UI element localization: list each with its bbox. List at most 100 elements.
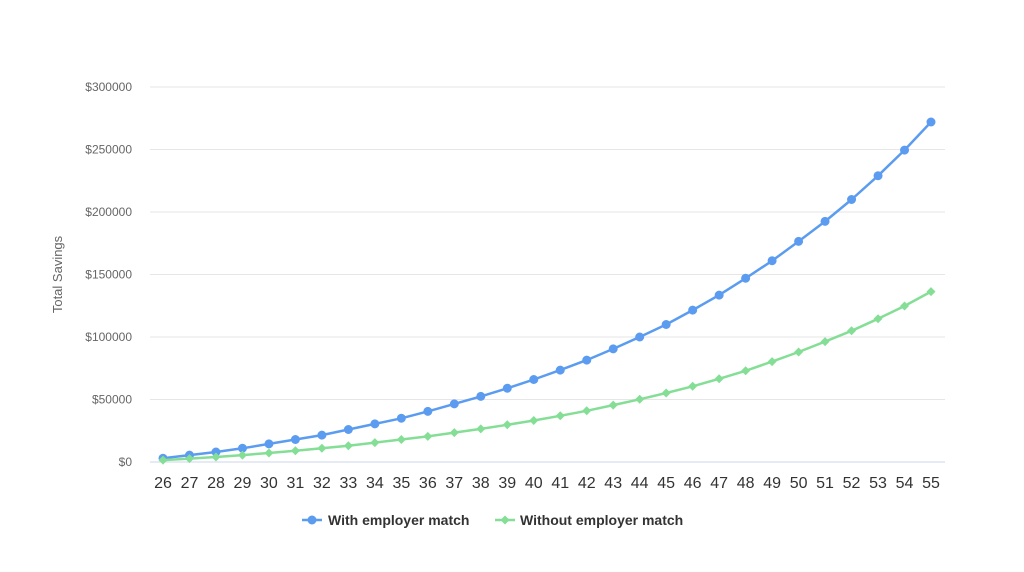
data-point[interactable] <box>847 195 857 204</box>
x-tick-label: 50 <box>790 475 808 492</box>
x-tick-label: 35 <box>392 475 410 492</box>
series-line <box>162 290 932 462</box>
legend: With employer match Without employer matc… <box>302 512 683 528</box>
series-line <box>162 121 932 460</box>
data-point[interactable] <box>688 305 698 315</box>
legend-item-with-match[interactable]: With employer match <box>302 512 469 528</box>
data-point[interactable] <box>820 337 830 347</box>
data-point[interactable] <box>873 314 883 324</box>
data-point[interactable] <box>661 388 671 398</box>
data-point[interactable] <box>608 344 618 354</box>
data-point[interactable] <box>926 287 936 297</box>
x-tick-label: 40 <box>525 475 543 492</box>
data-point[interactable] <box>264 448 274 458</box>
data-point[interactable] <box>237 443 247 453</box>
y-tick-label: $0 <box>119 455 133 469</box>
data-point[interactable] <box>317 430 327 440</box>
data-point[interactable] <box>608 400 618 410</box>
data-point[interactable] <box>767 357 777 367</box>
x-tick-label: 54 <box>896 475 914 492</box>
y-tick-label: $150000 <box>85 268 132 282</box>
x-tick-label: 42 <box>578 475 596 492</box>
data-point[interactable] <box>900 145 910 155</box>
legend-marker <box>500 515 510 525</box>
x-tick-label: 46 <box>684 475 702 492</box>
data-point[interactable] <box>688 381 698 391</box>
data-point[interactable] <box>582 406 592 416</box>
data-point[interactable] <box>873 171 883 181</box>
legend-label: Without employer match <box>520 512 683 528</box>
x-tick-label: 26 <box>154 475 172 492</box>
data-point[interactable] <box>555 411 565 421</box>
data-point[interactable] <box>502 420 512 430</box>
data-point[interactable] <box>264 439 274 449</box>
x-tick-label: 39 <box>498 475 516 492</box>
data-point[interactable] <box>555 365 565 375</box>
data-point[interactable] <box>211 447 221 457</box>
x-tick-label: 32 <box>313 475 331 492</box>
data-point[interactable] <box>926 117 936 127</box>
data-point[interactable] <box>476 391 486 401</box>
x-tick-label: 48 <box>737 475 755 492</box>
y-tick-label: $50000 <box>92 393 132 407</box>
data-point[interactable] <box>741 273 751 283</box>
data-point[interactable] <box>343 425 353 434</box>
x-tick-label: 52 <box>843 475 861 492</box>
data-point[interactable] <box>529 416 539 425</box>
data-point[interactable] <box>423 406 433 416</box>
data-point[interactable] <box>635 394 645 404</box>
data-point[interactable] <box>290 446 300 456</box>
x-tick-label: 51 <box>816 475 834 492</box>
data-point[interactable] <box>714 290 724 300</box>
data-point[interactable] <box>396 413 406 423</box>
y-axis-label: Total Savings <box>50 235 65 313</box>
data-point[interactable] <box>847 326 857 336</box>
data-point[interactable] <box>741 366 751 376</box>
x-axis-ticks: 26 27 28 29 30 31 32 33 34 35 36 37 38 39 40 41 42 43 44 45… <box>154 475 940 492</box>
data-point[interactable] <box>370 438 380 448</box>
grid-lines <box>150 86 945 463</box>
x-tick-label: 33 <box>339 475 357 492</box>
x-tick-label: 31 <box>287 475 305 492</box>
y-axis-ticks: $0 $50000 $100000 $150000 $200000 $250000 $300… <box>85 80 132 469</box>
data-point[interactable] <box>714 374 724 384</box>
legend-item-without-match[interactable]: Without employer match <box>495 512 683 528</box>
data-point[interactable] <box>370 419 380 429</box>
data-point[interactable] <box>158 455 168 465</box>
data-point[interactable] <box>184 454 194 464</box>
x-tick-label: 27 <box>181 475 199 492</box>
data-point[interactable] <box>635 332 645 342</box>
data-point[interactable] <box>423 431 433 441</box>
data-point[interactable] <box>396 435 406 444</box>
x-tick-label: 44 <box>631 475 649 492</box>
x-tick-label: 38 <box>472 475 490 492</box>
data-point[interactable] <box>502 383 512 393</box>
x-tick-label: 53 <box>869 475 887 492</box>
legend-marker <box>307 515 317 525</box>
y-tick-label: $200000 <box>85 205 132 219</box>
data-point[interactable] <box>476 424 486 434</box>
data-point[interactable] <box>290 435 300 444</box>
x-tick-label: 49 <box>763 475 781 492</box>
x-tick-label: 47 <box>710 475 728 492</box>
data-point[interactable] <box>237 450 247 460</box>
x-tick-label: 30 <box>260 475 278 492</box>
data-point[interactable] <box>794 347 804 357</box>
data-point[interactable] <box>794 236 804 246</box>
x-tick-label: 28 <box>207 475 225 492</box>
data-point[interactable] <box>820 216 830 226</box>
data-point[interactable] <box>449 428 459 438</box>
data-point[interactable] <box>529 375 539 384</box>
data-point[interactable] <box>661 320 671 329</box>
series-without-match <box>158 287 936 465</box>
data-point[interactable] <box>767 256 777 266</box>
y-tick-label: $250000 <box>85 143 132 157</box>
data-point[interactable] <box>582 355 592 365</box>
x-tick-label: 34 <box>366 475 384 492</box>
data-point[interactable] <box>211 452 221 462</box>
data-point[interactable] <box>449 399 459 409</box>
x-tick-label: 29 <box>234 475 252 492</box>
data-point[interactable] <box>317 443 327 453</box>
data-point[interactable] <box>900 301 910 311</box>
data-point[interactable] <box>343 441 353 451</box>
